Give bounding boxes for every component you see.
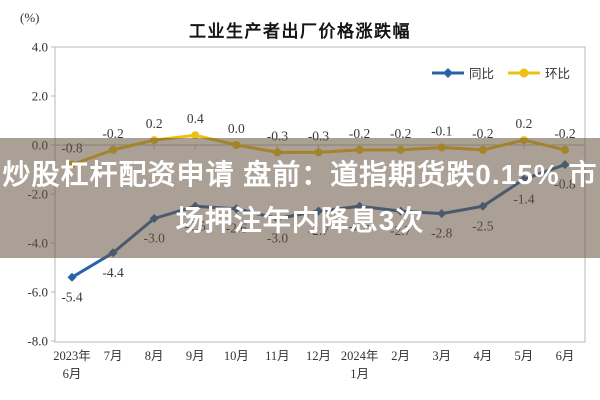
chart-title: 工业生产者出厂价格涨跌幅 [189, 22, 411, 41]
data-point-label: -0.1 [431, 123, 452, 138]
data-point-label: -0.2 [349, 126, 370, 141]
legend-label-huanbi: 环比 [545, 67, 571, 81]
overlay-text-line2: 场押注年内降息3次 [175, 205, 425, 236]
y-tick-label: 4.0 [32, 40, 48, 55]
overlay-banner: 炒股杠杆配资申请 盘前：道指期货跌0.15% 市 场押注年内降息3次 [0, 138, 600, 258]
legend-item-tongbi: 同比 [431, 63, 494, 82]
huanbi-point-marker [191, 131, 200, 140]
data-point-label: -4.4 [102, 265, 124, 280]
data-point-label: 0.2 [515, 116, 532, 131]
x-category-label: 7月 [104, 349, 123, 363]
x-category-label: 3月 [432, 349, 451, 363]
tongbi-point-marker [67, 272, 77, 282]
legend-item-huanbi: 环比 [507, 63, 570, 82]
y-tick-label: 2.0 [32, 89, 48, 104]
legend-label-tongbi: 同比 [469, 67, 495, 81]
data-point-label: 0.0 [228, 121, 245, 136]
diamond-marker-icon [432, 67, 464, 78]
x-category-label: 2023年 [53, 349, 91, 363]
x-category-label: 6月 [63, 367, 82, 381]
y-axis-unit-label: (%) [20, 10, 40, 25]
data-point-label: -5.4 [61, 289, 83, 304]
data-point-label: -0.2 [554, 126, 575, 141]
x-category-label: 11月 [265, 349, 290, 363]
chart-legend: 同比 环比 [431, 63, 570, 82]
x-category-label: 12月 [306, 349, 331, 363]
data-point-label: -0.2 [390, 126, 411, 141]
data-point-label: 0.4 [187, 111, 204, 126]
circle-marker-icon [508, 68, 541, 77]
data-point-label: -0.2 [102, 126, 123, 141]
x-category-label: 9月 [186, 349, 205, 363]
data-point-label: -0.2 [472, 126, 493, 141]
x-category-label: 5月 [515, 349, 534, 363]
x-category-label: 4月 [473, 349, 492, 363]
x-category-label: 10月 [224, 349, 249, 363]
x-category-label: 2月 [391, 349, 410, 363]
y-tick-label: -6.0 [27, 285, 48, 300]
overlay-text-line1: 炒股杠杆配资申请 盘前：道指期货跌0.15% 市 [2, 159, 598, 190]
x-category-label: 2024年 [341, 349, 379, 363]
x-category-label: 1月 [350, 367, 369, 381]
x-category-label: 8月 [145, 349, 164, 363]
y-tick-label: -8.0 [27, 334, 48, 349]
x-category-label: 6月 [556, 349, 575, 363]
data-point-label: 0.2 [146, 116, 163, 131]
